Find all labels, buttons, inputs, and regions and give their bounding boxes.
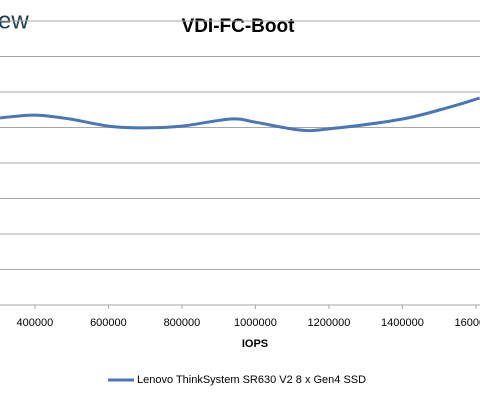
x-tick-label: 400000 [17, 317, 54, 329]
x-axis-label: IOPS [242, 338, 268, 350]
x-tick-label: 1000000 [234, 317, 277, 329]
series-line [0, 96, 480, 133]
x-tick-label: 1400000 [381, 317, 424, 329]
x-tick-label: 1600000 [455, 317, 480, 329]
legend-label: Lenovo ThinkSystem SR630 V2 8 x Gen4 SSD [137, 374, 366, 386]
chart-title: VDI-FC-Boot [182, 16, 296, 37]
x-tick-label: 1200000 [308, 317, 351, 329]
x-tick-label: 600000 [90, 317, 127, 329]
x-tick-label: 800000 [164, 317, 201, 329]
